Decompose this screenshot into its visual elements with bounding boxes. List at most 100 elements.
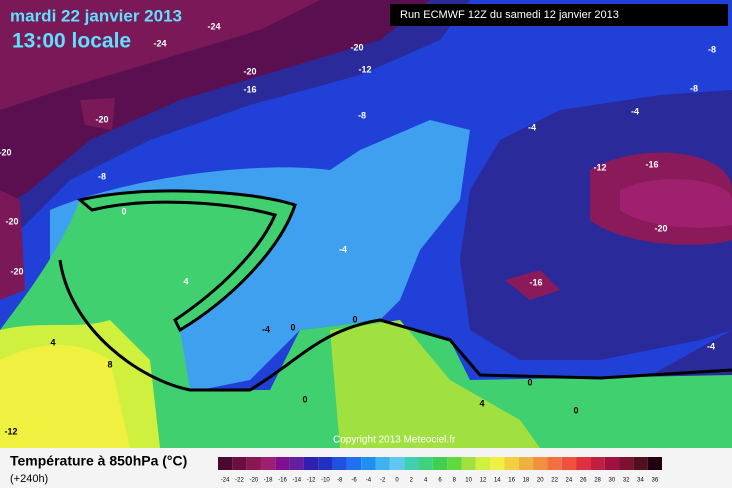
legend-swatch (375, 457, 390, 470)
legend-tick-label: 20 (537, 478, 544, 484)
legend-swatch (389, 457, 405, 470)
legend-swatch (246, 457, 261, 470)
legend-swatch (647, 457, 662, 470)
contour-label: 0 (290, 322, 295, 332)
contour-labels: -24 -24 -20 -20 -16 -12 -8 -20 -20 -20 -20 -8 -12 0 4 4… (0, 21, 716, 436)
legend-tick-label: -20 (249, 478, 258, 484)
legend-swatch (232, 457, 247, 470)
legend-swatch (346, 457, 362, 470)
legend-tick-label: -2 (380, 478, 386, 484)
legend-tick-label: -8 (337, 478, 343, 484)
legend-tick-label: 6 (438, 478, 442, 484)
legend-tick-label: -18 (264, 478, 273, 484)
run-box (390, 4, 728, 26)
contour-label: 8 (107, 359, 112, 369)
contour-label: 0 (302, 394, 307, 404)
contour-label: -16 (529, 277, 542, 287)
contour-label: -12 (358, 64, 371, 74)
contour-label: -20 (95, 114, 108, 124)
legend-tick-label: 34 (637, 478, 644, 484)
legend-swatch (432, 457, 448, 470)
contour-label: 0 (352, 314, 357, 324)
contour-label: -8 (690, 83, 698, 93)
contour-label: -4 (631, 106, 639, 116)
contour-label: -8 (358, 110, 366, 120)
legend-tick-label: -12 (307, 478, 316, 484)
contour-label: -20 (0, 147, 12, 157)
legend-swatch (361, 457, 376, 470)
legend-swatch (289, 457, 304, 470)
temperature-field (0, 0, 732, 448)
legend-swatch (533, 457, 548, 470)
legend-tick-label: 28 (594, 478, 601, 484)
legend-tick-label: -16 (278, 478, 287, 484)
contour-label: -12 (4, 426, 17, 436)
contour-label: -8 (98, 171, 106, 181)
legend-tick-label: -22 (235, 478, 244, 484)
legend-swatch (404, 457, 419, 470)
contour-label: -4 (528, 122, 536, 132)
legend-tick-label: 12 (480, 478, 487, 484)
legend-tick-label: -6 (351, 478, 357, 484)
legend-swatch (561, 457, 577, 470)
contour-label: 4 (183, 276, 188, 286)
contour-label: -24 (153, 38, 166, 48)
contour-label: 0 (121, 206, 126, 216)
legend-tick-label: 4 (424, 478, 428, 484)
legend-tick-label: 0 (395, 478, 399, 484)
contour-label: 4 (479, 398, 484, 408)
contour-label: -16 (645, 159, 658, 169)
legend-tick-label: 36 (651, 478, 658, 484)
legend-swatch (490, 457, 505, 470)
legend-swatch (461, 457, 476, 470)
contour-label: 0 (573, 405, 578, 415)
legend-swatch (332, 457, 347, 470)
legend-tick-label: 2 (410, 478, 414, 484)
legend-title: Température à 850hPa (°C) (10, 453, 187, 469)
contour-label: -16 (243, 84, 256, 94)
legend-swatch (604, 457, 620, 470)
contour-label: 4 (50, 337, 55, 347)
legend-lead: (+240h) (10, 473, 48, 485)
legend-swatch (475, 457, 491, 470)
legend-tick-label: -10 (321, 478, 330, 484)
contour-label: -20 (654, 223, 667, 233)
legend-swatch (275, 457, 290, 470)
run-info: Run ECMWF 12Z du samedi 12 janvier 2013 (400, 9, 619, 21)
legend-swatch (504, 457, 519, 470)
contour-label: -8 (708, 44, 716, 54)
legend-swatch (590, 457, 605, 470)
legend-tick-label: -24 (221, 478, 230, 484)
legend-scale: -24 -22 -20 -18 -16 -14 -12 -10 -8 -6 -4 -2 0 2 4 6 8 10 1… (218, 457, 662, 484)
legend-swatch (218, 457, 233, 470)
legend-swatch (318, 457, 333, 470)
contour-label: 0 (527, 377, 532, 387)
legend-swatch (418, 457, 433, 470)
copyright: Copyright 2013 Meteociel.fr (333, 435, 456, 446)
map-time: 13:00 locale (12, 30, 131, 53)
legend-tick-label: 8 (453, 478, 457, 484)
legend-tick-label: 30 (609, 478, 616, 484)
legend-swatch (633, 457, 648, 470)
legend-swatch (547, 457, 562, 470)
legend-tick-label: 24 (566, 478, 573, 484)
legend-tick-label: 18 (523, 478, 530, 484)
contour-label: -20 (350, 42, 363, 52)
legend-tick-label: 26 (580, 478, 587, 484)
map-date: mardi 22 janvier 2013 (10, 6, 182, 25)
legend-swatch (303, 457, 319, 470)
contour-label: -4 (339, 244, 347, 254)
legend-tick-label: 22 (551, 478, 558, 484)
contour-label: -4 (707, 341, 715, 351)
contour-label: -20 (10, 266, 23, 276)
legend-tick-label: 14 (494, 478, 501, 484)
legend-swatch (576, 457, 591, 470)
legend-tick-label: -4 (366, 478, 372, 484)
contour-label: -4 (262, 324, 270, 334)
legend-tick-label: -14 (292, 478, 301, 484)
legend-tick-label: 10 (465, 478, 472, 484)
contour-label: -24 (207, 21, 220, 31)
legend-swatch (518, 457, 534, 470)
contour-label: -20 (243, 66, 256, 76)
